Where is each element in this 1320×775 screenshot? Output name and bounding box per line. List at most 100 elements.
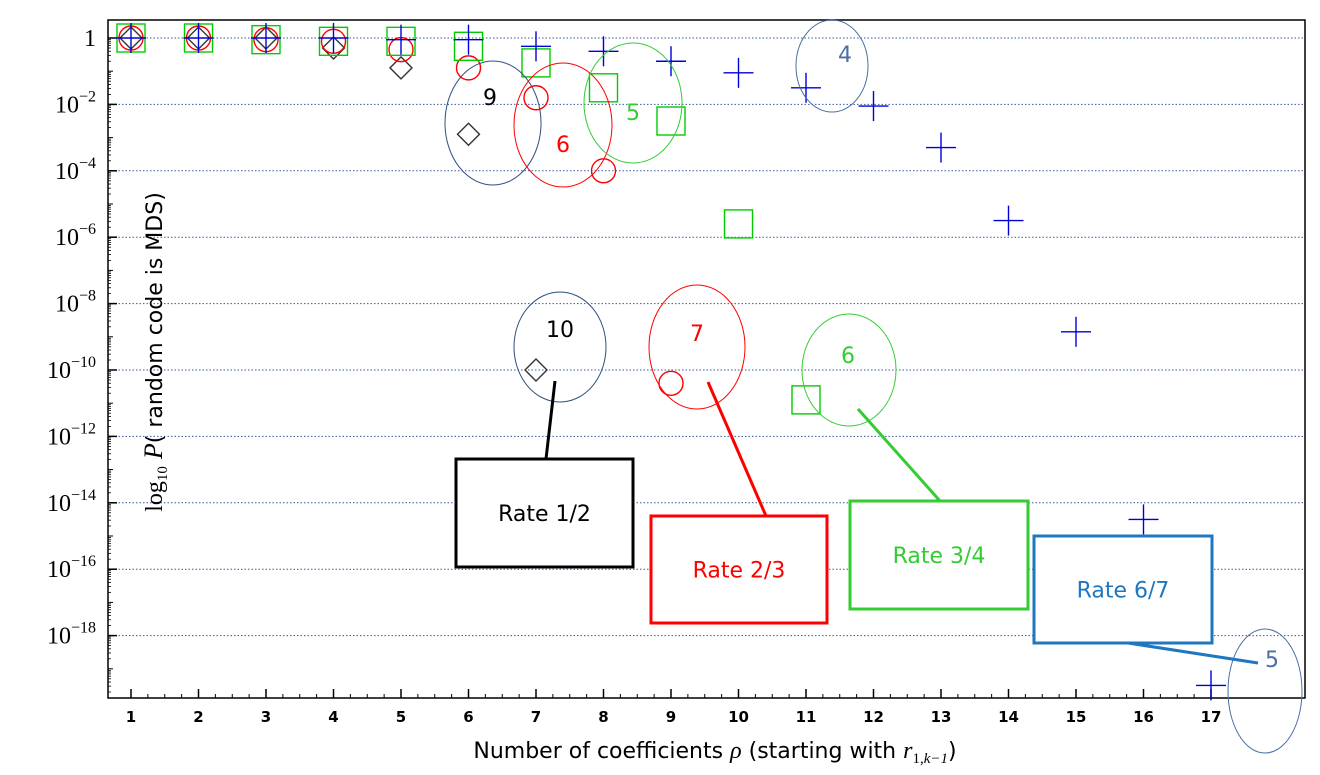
x-tick-label: 4 xyxy=(328,708,338,726)
y-axis-label: log10 P( random code is MDS) xyxy=(139,192,171,512)
plus-marker xyxy=(1196,670,1226,701)
annotation-callout: 5 xyxy=(1227,628,1303,754)
square-marker xyxy=(588,73,619,103)
diamond-marker xyxy=(456,122,481,147)
annotation-callout: 9 xyxy=(444,60,542,186)
annotation-ring xyxy=(1227,628,1303,754)
data-series xyxy=(116,23,1226,701)
legend-frame xyxy=(848,499,1030,611)
legend-frame xyxy=(1032,534,1214,645)
legend-frame xyxy=(454,457,635,569)
annotation-ring xyxy=(513,62,613,188)
plus-marker xyxy=(588,36,619,67)
annotation-label: 6 xyxy=(841,344,855,369)
annotation-ring xyxy=(801,313,897,427)
legend-box: Rate 6/7 xyxy=(1032,534,1259,665)
legend-label: Rate 6/7 xyxy=(1077,579,1170,604)
y-tick-label: 10−6 xyxy=(55,221,96,251)
legend-box: Rate 1/2 xyxy=(454,380,635,569)
legend-label: Rate 1/2 xyxy=(498,502,591,527)
annotation-label: 5 xyxy=(1265,648,1279,673)
plus-marker xyxy=(521,31,551,62)
annotation-ring xyxy=(444,60,542,186)
plus-marker xyxy=(1128,504,1159,535)
rate-legend-boxes: Rate 1/2 Rate 2/3 Rate 3/4 Rate 6/7 xyxy=(454,380,1259,665)
legend-box: Rate 3/4 xyxy=(848,408,1030,611)
x-tick-label: 11 xyxy=(796,708,817,726)
annotation-label: 5 xyxy=(626,101,640,126)
diamond-marker xyxy=(321,35,346,60)
square-marker xyxy=(656,106,686,136)
x-tick-label: 1 xyxy=(126,708,136,726)
series-diamond xyxy=(119,26,548,382)
annotation-callout: 5 xyxy=(583,42,683,164)
y-tick-label: 1 xyxy=(84,26,96,52)
plus-marker xyxy=(116,23,146,53)
circle-marker xyxy=(455,55,482,81)
annotation-label: 10 xyxy=(546,318,574,343)
x-tick-label: 17 xyxy=(1201,708,1222,726)
circle-marker xyxy=(590,158,617,184)
x-tick-label: 5 xyxy=(396,708,406,726)
y-tick-label: 10−16 xyxy=(47,553,96,583)
plus-marker xyxy=(993,205,1024,236)
plus-marker xyxy=(453,24,484,55)
annotation-callout: 7 xyxy=(648,284,746,410)
plus-marker xyxy=(926,132,956,163)
leader-line xyxy=(856,408,942,502)
y-tick-label: 10−14 xyxy=(47,487,96,517)
legend-box: Rate 2/3 xyxy=(649,381,829,625)
square-marker xyxy=(791,385,821,415)
y-tick-label: 10−2 xyxy=(55,88,96,118)
x-tick-label: 3 xyxy=(261,708,271,726)
plot-frame xyxy=(107,19,1306,699)
annotation-ring xyxy=(583,42,683,164)
x-axis-ticks: 1 2 3 4 5 6 7 8 9 10 11 12 13 14 15 16 17 xyxy=(126,689,1222,726)
diamond-marker xyxy=(524,358,548,382)
annotation-ring xyxy=(513,291,607,403)
plus-marker xyxy=(1061,316,1091,347)
y-tick-label: 10−4 xyxy=(55,155,96,185)
plus-marker xyxy=(723,57,754,88)
annotation-callout: 6 xyxy=(801,313,897,427)
x-tick-label: 10 xyxy=(728,708,749,726)
legend-label: Rate 2/3 xyxy=(693,559,786,584)
series-plus xyxy=(116,23,1226,701)
x-tick-label: 14 xyxy=(998,708,1019,726)
annotation-label: 6 xyxy=(556,133,570,158)
circle-marker xyxy=(658,370,684,396)
annotation-callout: 10 xyxy=(513,291,607,403)
square-marker xyxy=(723,209,754,239)
annotations: 9 10 6 7 5 6 4 5 xyxy=(444,19,1303,754)
legend-frame xyxy=(649,514,829,625)
plus-marker xyxy=(251,23,281,53)
plus-marker xyxy=(318,23,349,53)
y-axis-ticks: 1 10−2 10−4 10−6 10−8 10−10 10−12 10−14 10−16 10−… xyxy=(47,26,117,693)
leader-line xyxy=(706,381,768,517)
leader-line xyxy=(1127,641,1259,665)
x-tick-label: 15 xyxy=(1066,708,1087,726)
plus-marker xyxy=(386,24,416,55)
plus-marker xyxy=(183,23,214,53)
series-square xyxy=(116,23,821,415)
annotation-ring xyxy=(648,284,746,410)
diamond-marker xyxy=(389,55,413,80)
x-tick-label: 2 xyxy=(193,708,203,726)
x-tick-label: 7 xyxy=(531,708,541,726)
x-axis-label: Number of coefficients ρ (starting with … xyxy=(473,738,956,767)
x-tick-label: 8 xyxy=(598,708,608,726)
x-tick-label: 9 xyxy=(666,708,676,726)
annotation-callout: 4 xyxy=(795,19,869,113)
plus-marker xyxy=(858,91,889,122)
x-tick-label: 12 xyxy=(863,708,884,726)
x-tick-label: 16 xyxy=(1133,708,1154,726)
annotation-label: 4 xyxy=(838,43,852,68)
y-tick-label: 10−8 xyxy=(55,288,96,318)
y-tick-label: 10−10 xyxy=(47,354,96,384)
annotation-label: 7 xyxy=(690,322,704,347)
annotation-callout: 6 xyxy=(513,62,613,188)
legend-label: Rate 3/4 xyxy=(893,544,986,569)
x-tick-label: 6 xyxy=(463,708,473,726)
annotation-ring xyxy=(795,19,869,113)
